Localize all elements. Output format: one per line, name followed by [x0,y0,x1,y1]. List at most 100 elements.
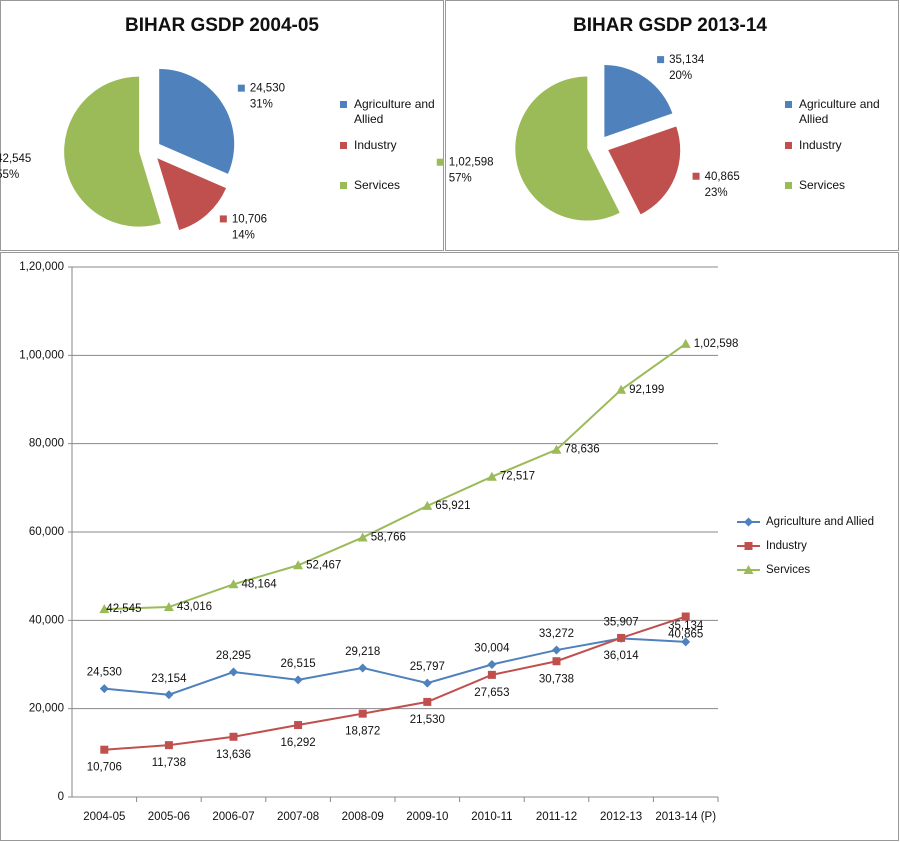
point [294,721,303,730]
point [552,657,561,666]
legend-label: Industry [354,138,397,152]
point [423,697,432,706]
legend-label: Industry [766,540,807,552]
panel-border [0,0,444,251]
data-label: 13,636 [216,749,251,761]
data-label: 26,515 [281,658,316,670]
data-label: 35,134 [668,620,704,632]
x-tick-label: 2013-14 (P) [655,811,716,823]
point [164,741,173,750]
x-tick-label: 2004-05 [83,811,125,823]
data-label: 30,738 [539,673,574,685]
legend-label: Services [766,564,810,576]
point [293,560,304,570]
point [422,678,432,688]
data-label: 78,636 [565,444,600,456]
point [681,637,691,647]
legend-item: Industry [785,138,900,153]
point [358,709,367,718]
point [293,675,303,685]
series-line [104,637,686,696]
legend-label: Services [799,178,846,192]
x-tick-label: 2011-12 [536,811,577,823]
data-label: 36,014 [604,650,640,662]
point [163,602,174,612]
point [616,384,627,394]
point [422,500,433,510]
point [357,532,368,542]
point [680,338,691,348]
legend-item: Services [785,178,900,193]
legend-swatch [785,101,792,108]
panel-border [445,0,899,251]
data-label: 30,004 [474,643,510,655]
x-tick-label: 2010-11 [471,811,512,823]
point [486,471,497,481]
legend-swatch [340,142,347,149]
label-marker [436,158,444,166]
point [229,667,238,677]
series-line [104,343,687,611]
label-marker [692,172,700,180]
legend-item: Agriculture and Allied [340,97,466,127]
data-label: 40,865 [705,171,740,183]
legend-item: Services [340,178,466,193]
pie-slice [157,158,227,230]
point [100,745,109,754]
data-label: 40,865 [668,629,703,641]
data-label: 92,199 [629,384,664,396]
data-label: 29,218 [345,646,380,658]
legend-label: Agriculture and Allied [354,97,435,126]
legend-marker [743,565,754,574]
data-label: 58,766 [371,531,406,543]
y-tick-label: 60,000 [29,526,64,538]
data-label: 24,530 [87,667,122,679]
percent-label: 31% [250,99,273,111]
point [617,633,626,642]
data-label: 72,517 [500,471,535,483]
data-label: 35,134 [669,54,705,66]
percent-label: 23% [705,187,728,199]
point [228,579,239,589]
legend-label: Agriculture and Allied [766,516,874,528]
y-tick-label: 20,000 [29,703,64,715]
label-marker [219,215,227,223]
legend-label: Industry [799,138,842,152]
legend-swatch [785,142,792,149]
x-tick-label: 2005-06 [148,811,190,823]
legend-marker [744,542,753,550]
series-line [104,615,687,751]
label-marker [657,56,665,64]
point [551,444,562,454]
y-tick-label: 0 [58,791,64,803]
y-tick-label: 40,000 [29,614,64,626]
percent-label: 20% [669,70,692,82]
legend-item: Agriculture and Allied [785,97,900,127]
percent-label: 55% [0,169,19,181]
point [681,612,690,621]
data-label: 10,706 [232,213,267,225]
y-tick-label: 1,20,000 [19,261,64,273]
data-label: 42,545 [0,153,31,165]
x-tick-label: 2007-08 [277,811,319,823]
y-tick-label: 80,000 [29,438,64,450]
chart-title: BIHAR GSDP 2013-14 [573,15,767,36]
legend-swatch [340,182,347,189]
percent-label: 14% [232,229,255,241]
point [99,684,109,694]
legend-swatch [340,101,347,108]
percent-label: 57% [449,173,472,185]
data-label: 48,164 [242,578,278,590]
x-tick-label: 2009-10 [406,811,448,823]
data-label: 43,016 [177,601,212,613]
pie-slice [604,65,673,138]
legend-label: Services [354,178,401,192]
x-tick-label: 2006-07 [212,811,254,823]
data-label: 35,907 [604,616,639,628]
pie-slice [608,126,681,215]
point [552,645,561,655]
point [164,690,174,700]
data-label: 42,545 [106,603,141,615]
